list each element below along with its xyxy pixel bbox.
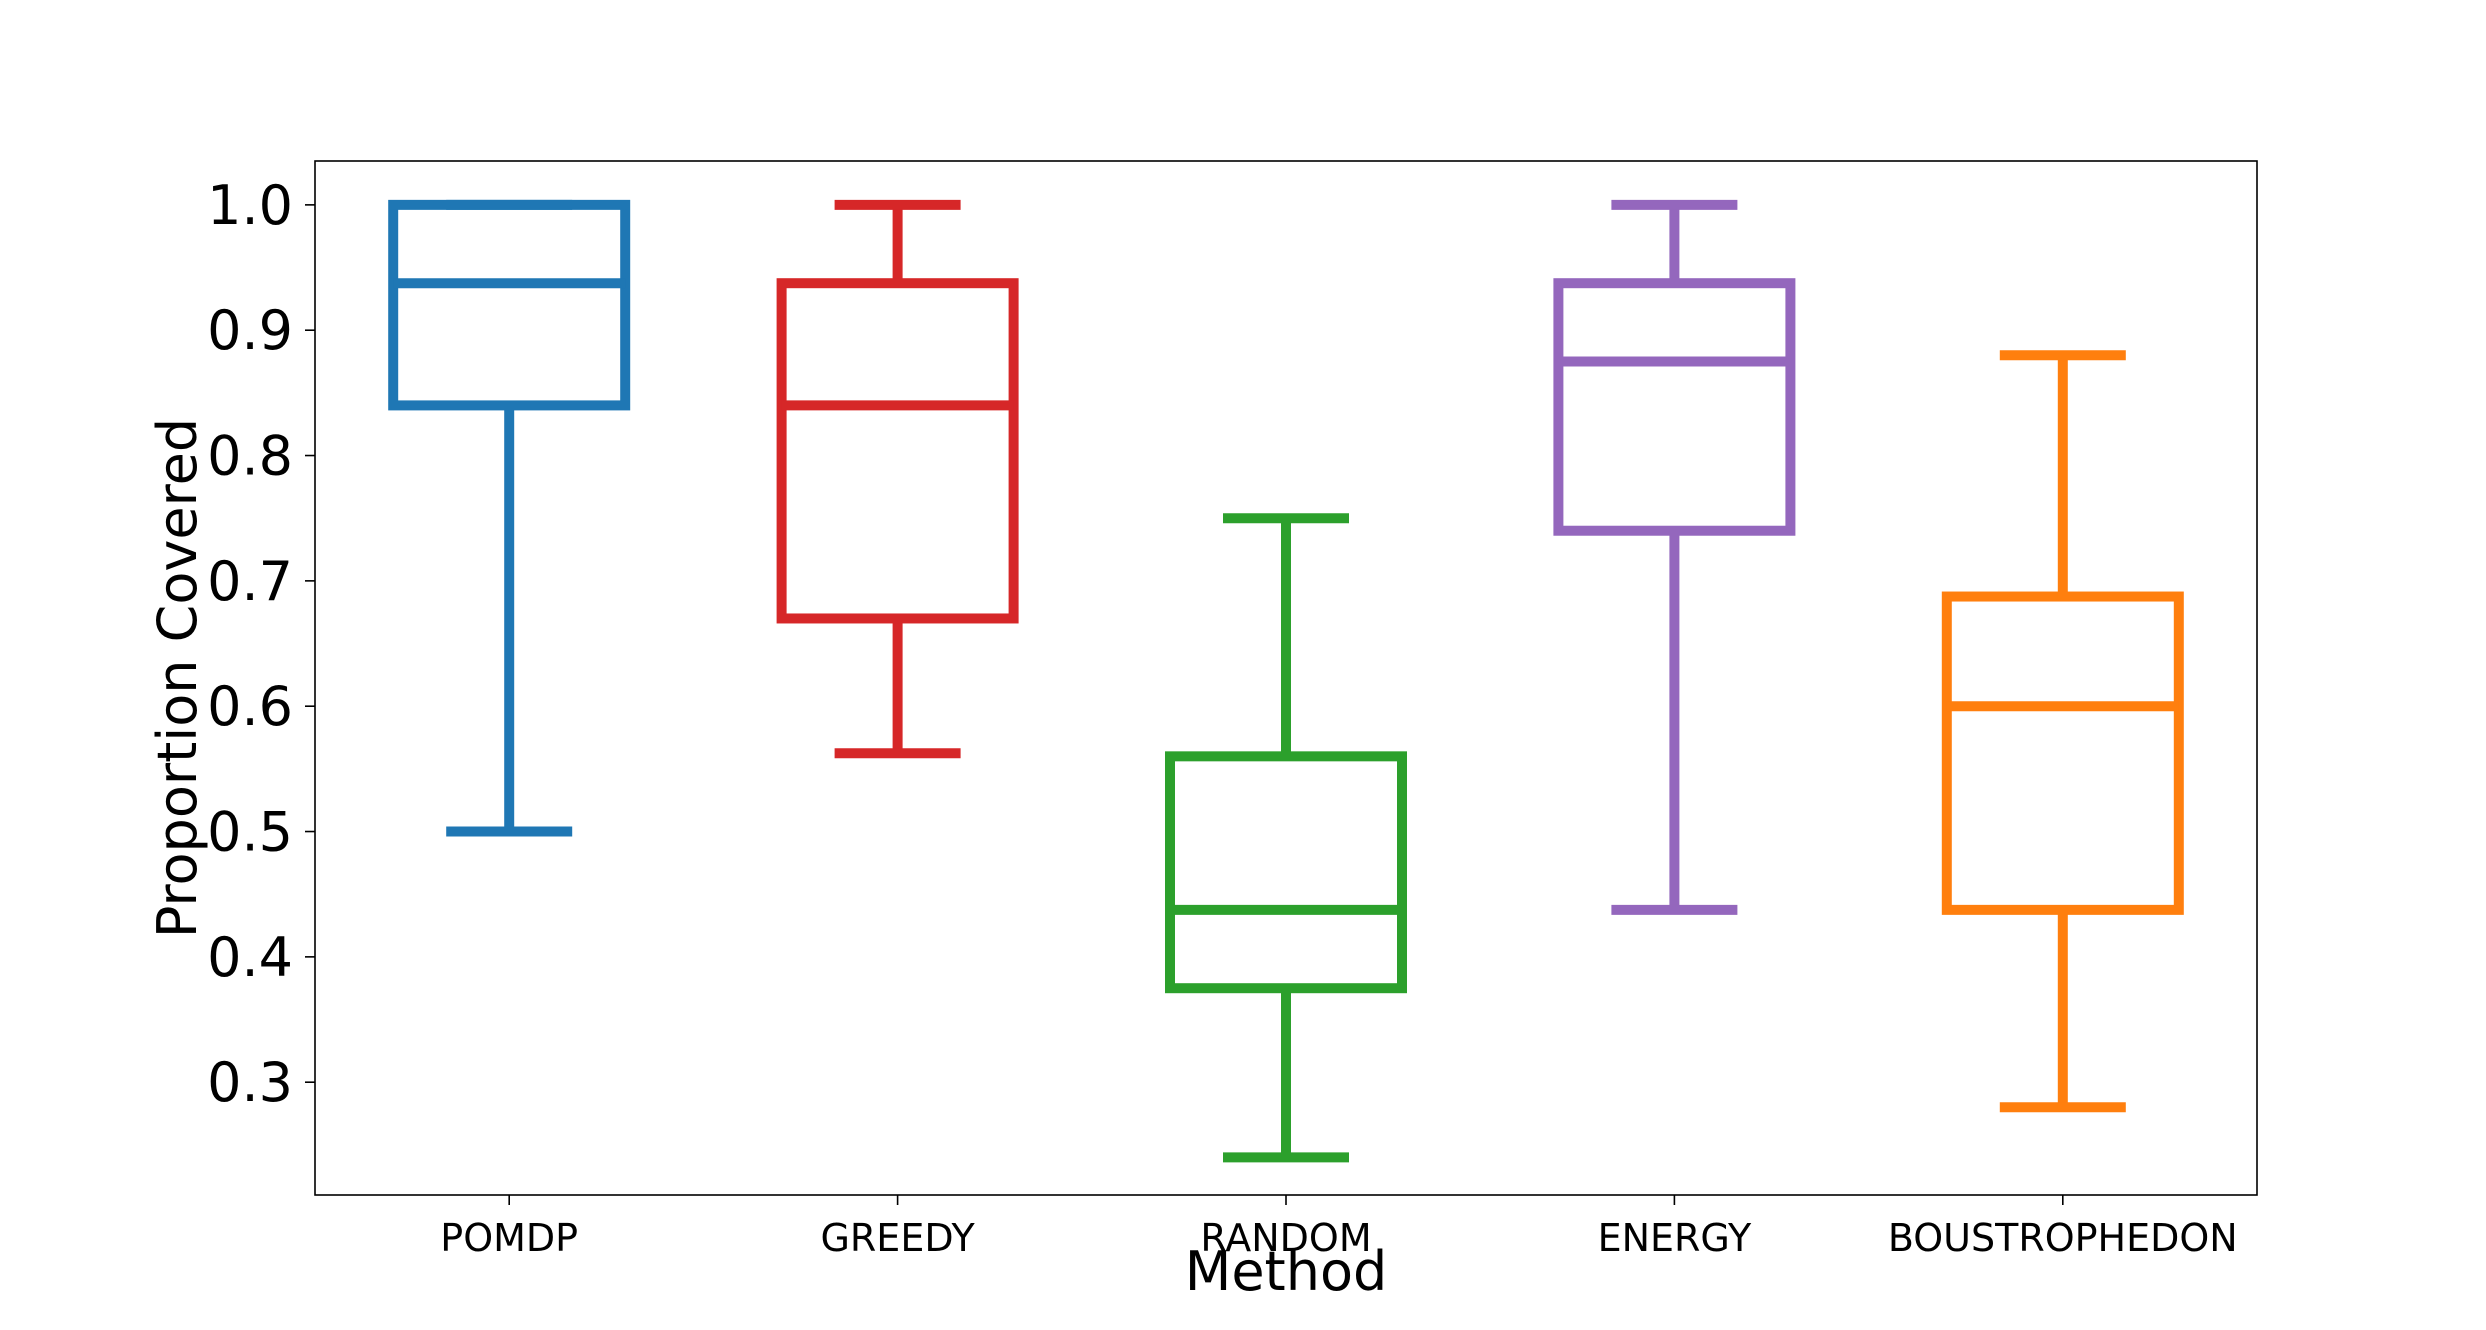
y-tick-label: 0.5 xyxy=(207,801,293,864)
y-tick-label: 1.0 xyxy=(207,174,293,237)
box-boustrophedon xyxy=(1941,350,2184,1113)
y-tick-label: 0.9 xyxy=(207,299,293,362)
box-random xyxy=(1165,513,1407,1163)
y-axis: 0.3 0.4 0.5 0.6 0.7 0.8 0.9 1.0 xyxy=(207,174,315,1114)
x-tick-label: ENERGY xyxy=(1598,1216,1752,1260)
iqr-box xyxy=(1941,591,2184,915)
x-tick-label: BOUSTROPHEDON xyxy=(1888,1216,2238,1260)
box-greedy xyxy=(776,199,1019,759)
x-tick-label: RANDOM xyxy=(1200,1216,1371,1260)
y-tick-label: 0.7 xyxy=(207,550,293,613)
y-axis-title: Proportion Covered xyxy=(146,418,209,938)
box-energy xyxy=(1553,199,1796,915)
iqr-box xyxy=(1553,278,1796,536)
iqr-box xyxy=(776,278,1019,624)
x-axis-title: Method xyxy=(1185,1240,1388,1303)
x-tick-label: POMDP xyxy=(440,1216,578,1260)
y-tick-label: 0.4 xyxy=(207,926,293,989)
iqr-box xyxy=(388,199,631,411)
y-tick-label: 0.6 xyxy=(207,675,293,738)
iqr-box xyxy=(1165,751,1407,994)
box-pomdp xyxy=(388,199,631,837)
x-tick-label: GREEDY xyxy=(820,1216,975,1260)
boxes-layer xyxy=(388,199,2184,1163)
x-axis: POMDP GREEDY RANDOM ENERGY BOUSTROPHEDON xyxy=(440,1195,2238,1260)
y-tick-label: 0.3 xyxy=(207,1051,293,1114)
y-tick-label: 0.8 xyxy=(207,425,293,488)
